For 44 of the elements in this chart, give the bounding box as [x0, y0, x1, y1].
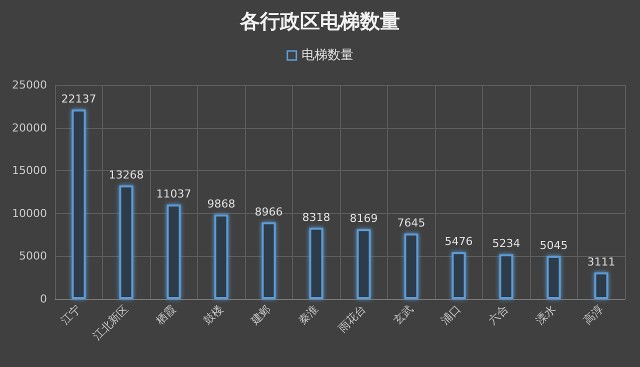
- bar: [166, 204, 181, 299]
- bar: [72, 110, 86, 299]
- x-tick-label: 溧水: [534, 302, 558, 328]
- bar: [546, 256, 561, 299]
- x-tick-label: 江北新区: [90, 302, 131, 343]
- x-tick-label: 六合: [486, 302, 511, 328]
- data-label: 8966: [254, 205, 283, 218]
- data-label: 8318: [302, 210, 330, 224]
- x-tick-label: 雨花台: [336, 302, 368, 335]
- x-tick-label: 秦淮: [296, 302, 321, 328]
- x-tick-label: 玄武: [391, 302, 416, 328]
- bar: [452, 252, 466, 299]
- bar: [262, 222, 276, 299]
- bar: [356, 229, 371, 299]
- legend-label: 电梯数量: [301, 48, 354, 63]
- data-label: 5234: [492, 237, 520, 250]
- data-label: 5045: [540, 238, 568, 252]
- y-tick-label: 15000: [12, 164, 47, 178]
- bar: [119, 185, 134, 299]
- chart-title: 各行政区电梯数量: [239, 9, 400, 33]
- bar: [499, 254, 514, 299]
- y-tick-label: 10000: [12, 206, 47, 220]
- bar: [594, 272, 608, 299]
- bar: [404, 234, 418, 299]
- data-label: 3111: [587, 255, 616, 268]
- data-label: 9868: [207, 198, 236, 211]
- bar: [214, 214, 228, 299]
- y-tick-label: 25000: [12, 78, 47, 92]
- x-tick-label: 高淳: [581, 302, 606, 328]
- y-tick-label: 0: [40, 292, 47, 306]
- data-label: 5476: [444, 235, 473, 248]
- x-tick-label: 建邺: [248, 302, 274, 328]
- data-label: 8169: [350, 212, 378, 226]
- y-tick-label: 20000: [12, 121, 47, 134]
- x-tick-label: 栖霞: [152, 302, 178, 328]
- bar: [309, 228, 324, 299]
- x-tick-label: 鼓楼: [201, 302, 226, 328]
- data-label: 7645: [397, 216, 426, 230]
- data-label: 11037: [156, 188, 192, 201]
- data-label: 22137: [61, 92, 96, 106]
- y-tick-label: 5000: [19, 250, 47, 263]
- x-tick-label: 浦口: [438, 302, 464, 328]
- x-tick-label: 江宁: [58, 302, 84, 328]
- data-label: 13268: [108, 168, 144, 182]
